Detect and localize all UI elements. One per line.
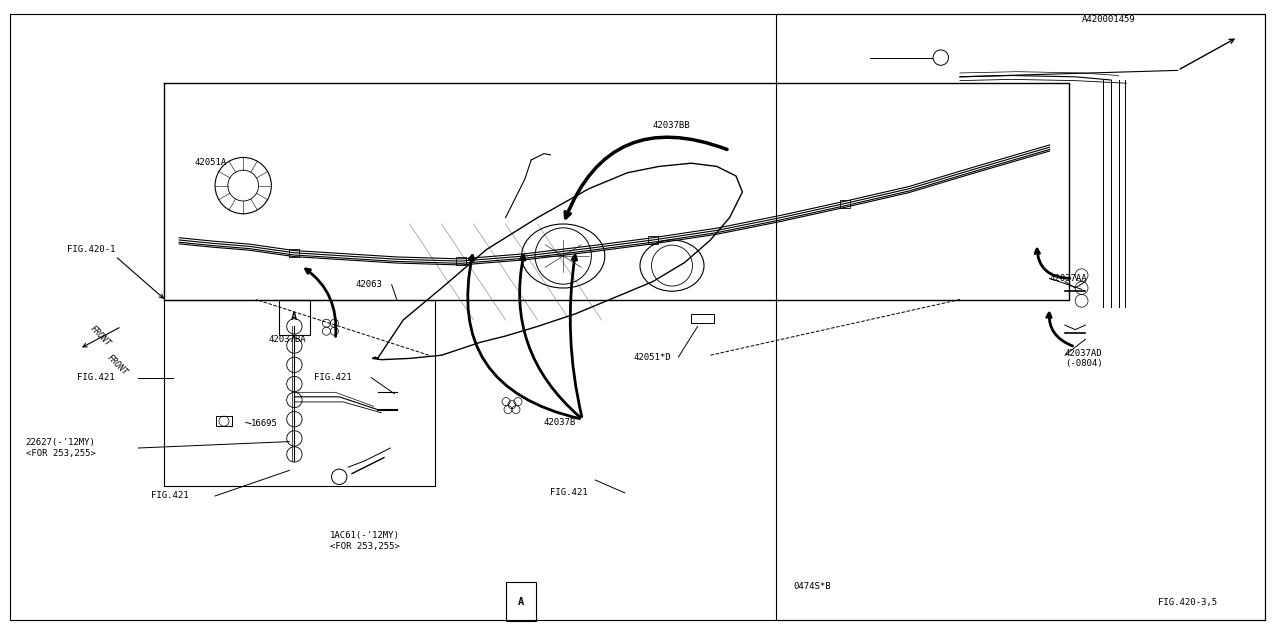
Text: 16695: 16695 — [251, 419, 278, 428]
Text: A: A — [518, 596, 524, 607]
Text: 1AC61(-'12MY)
<FOR 253,255>: 1AC61(-'12MY) <FOR 253,255> — [330, 531, 401, 550]
Text: FIG.421: FIG.421 — [550, 488, 588, 497]
FancyArrowPatch shape — [571, 255, 582, 417]
Text: FIG.421: FIG.421 — [77, 373, 114, 382]
Text: 42051*D: 42051*D — [634, 353, 671, 362]
Text: FIG.420-3,5: FIG.420-3,5 — [1158, 598, 1217, 607]
Text: FIG.421: FIG.421 — [314, 373, 351, 382]
Bar — [456, 257, 466, 265]
FancyArrowPatch shape — [566, 137, 727, 218]
Bar — [289, 249, 300, 257]
Text: FIG.421: FIG.421 — [151, 492, 188, 500]
Text: FIG.420-1: FIG.420-1 — [67, 245, 115, 254]
FancyBboxPatch shape — [691, 314, 714, 323]
FancyArrowPatch shape — [467, 255, 580, 419]
Text: 42037AD
(-0804): 42037AD (-0804) — [1065, 349, 1102, 368]
Text: 0474S*B: 0474S*B — [794, 582, 831, 591]
Text: 22627(-'12MY)
<FOR 253,255>: 22627(-'12MY) <FOR 253,255> — [26, 438, 96, 458]
Bar — [279, 300, 310, 335]
Text: 42037BA: 42037BA — [269, 335, 306, 344]
Text: FRONT: FRONT — [105, 353, 129, 377]
FancyArrowPatch shape — [306, 269, 335, 337]
Bar — [840, 200, 850, 207]
Bar — [648, 236, 658, 244]
Text: A: A — [292, 312, 297, 322]
Text: 42037AA: 42037AA — [1050, 274, 1087, 283]
Bar — [506, 582, 536, 621]
Text: FRONT: FRONT — [88, 324, 111, 348]
Text: A420001459: A420001459 — [1082, 15, 1135, 24]
Bar — [216, 416, 232, 426]
FancyArrowPatch shape — [1036, 249, 1070, 278]
Text: 42051A: 42051A — [195, 158, 227, 167]
Text: 42037B: 42037B — [544, 418, 576, 427]
Text: 42063: 42063 — [356, 280, 383, 289]
Text: 42037BB: 42037BB — [653, 121, 690, 130]
FancyArrowPatch shape — [520, 255, 580, 417]
FancyArrowPatch shape — [1047, 313, 1073, 346]
